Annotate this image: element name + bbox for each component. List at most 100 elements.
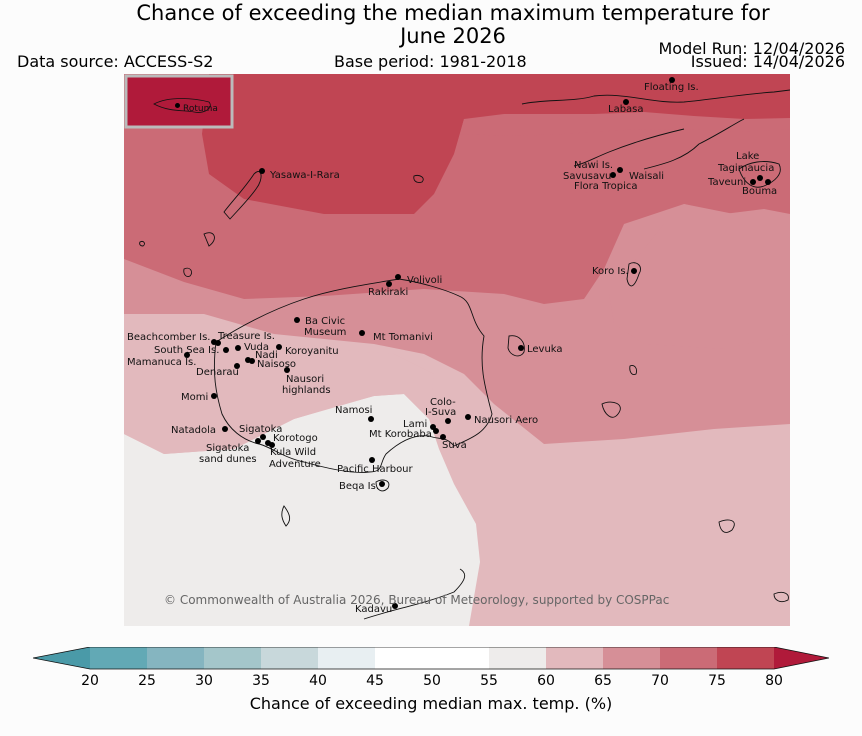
- islet-5: [183, 267, 193, 277]
- colorbar-bin-50-55: [432, 647, 489, 669]
- band-75-80-inner: [460, 112, 790, 136]
- koroyanitu-label: Koroyanitu: [285, 346, 339, 357]
- labasa-dot: [623, 99, 629, 105]
- colorbar-bin-40-45: [318, 647, 375, 669]
- levuka-label: Levuka: [527, 344, 563, 355]
- nausori-aero-label: Nausori Aero: [474, 415, 539, 426]
- colorbar-bin-25-30: [147, 647, 204, 669]
- pacific-harbour-dot: [369, 457, 375, 463]
- colorbar-bin-55-60: [489, 647, 546, 669]
- colorbar-tick: 80: [765, 673, 783, 689]
- kadavu-coast: [363, 568, 466, 620]
- taveuni-label: Taveuni: [708, 177, 747, 188]
- kula-label-1: Kula Wild: [270, 447, 317, 458]
- base-period: Base period: 1981-2018: [334, 52, 527, 71]
- rotuma-dot: [175, 103, 180, 108]
- beachcomber-label: Beachcomber Is.: [127, 332, 211, 343]
- vuda-dot: [235, 345, 241, 351]
- namosi-label: Namosi: [335, 405, 373, 416]
- colorbar-tick: 75: [708, 673, 726, 689]
- rotuma-inset: [124, 74, 234, 129]
- momi-label: Momi: [181, 392, 209, 403]
- ba-civic-label-1: Ba Civic: [305, 316, 346, 327]
- band-75-80-north: [202, 74, 790, 214]
- yasawa-dot: [259, 168, 265, 174]
- kula-label-2: Adventure: [269, 459, 321, 470]
- colorbar-tick: 45: [366, 673, 384, 689]
- lake-label: Lake: [736, 151, 760, 162]
- koroyanitu-dot: [276, 344, 282, 350]
- sigatoka-dot: [260, 434, 266, 440]
- colorbar-label: Chance of exceeding median max. temp. (%…: [249, 694, 613, 713]
- colorbar-extend-high: [774, 647, 829, 669]
- band-65-70-east: [609, 204, 790, 349]
- taveuni-dot: [750, 179, 756, 185]
- sigatoka-dunes-label-2: sand dunes: [199, 454, 257, 465]
- natadola-label: Natadola: [171, 425, 217, 436]
- yasawa-coast: [203, 171, 262, 247]
- nawi-label: Nawi Is.: [574, 160, 614, 171]
- islet-3: [718, 519, 735, 533]
- title-line-2: June 2026: [400, 24, 506, 48]
- islet-4: [773, 591, 789, 603]
- volivoli-dot: [395, 274, 401, 280]
- taveuni-coast: [738, 161, 781, 188]
- colorbar-tick: 55: [480, 673, 498, 689]
- labasa-label: Labasa: [608, 104, 644, 115]
- denarau-dot: [234, 363, 240, 369]
- treasure-dot: [215, 340, 221, 346]
- korotogo-label: Korotogo: [273, 433, 318, 444]
- ovalau-coast: [507, 335, 525, 357]
- momi-dot: [211, 393, 217, 399]
- colo-label-1: Colo-: [430, 397, 456, 408]
- sigatoka-label: Sigatoka: [239, 424, 283, 435]
- colorbar-tick: 40: [309, 673, 327, 689]
- kadavu-dot: [392, 603, 398, 609]
- lami-label: Lami: [403, 419, 428, 430]
- volivoli-label: Volivoli: [407, 275, 443, 286]
- tagimaucia-dot: [757, 175, 763, 181]
- mt-korobaba-dot: [433, 428, 439, 434]
- koro-dot: [631, 268, 637, 274]
- colorbar-tick: 65: [594, 673, 612, 689]
- colorbar-tick: 30: [195, 673, 213, 689]
- savusavu-dot: [610, 172, 616, 178]
- waisali-label: Waisali: [629, 171, 665, 182]
- colorbar-extend-low: [33, 647, 90, 669]
- naisoso-label: Naisoso: [257, 359, 297, 370]
- colorbar-bin-35-40: [261, 647, 318, 669]
- islet-8: [139, 241, 145, 247]
- southsea-dot: [223, 347, 229, 353]
- colorbar-bin-30-35: [204, 647, 261, 669]
- islet-6: [413, 175, 424, 183]
- tagimaucia-label: Tagimaucia: [718, 163, 775, 174]
- sigatoka-dunes-label-1: Sigatoka: [206, 443, 250, 454]
- koro-label: Koro Is.: [592, 266, 629, 277]
- model-run: Model Run: 12/04/2026: [658, 39, 846, 58]
- colorbar-bin-45-50: [375, 647, 432, 669]
- mamanuca-label: Mamanuca Is.: [127, 357, 197, 368]
- bouma-dot: [765, 179, 771, 185]
- rakiraki-label: Rakiraki: [368, 287, 409, 298]
- kadavu-label: Kadavu: [355, 604, 393, 615]
- treasure-label: Treasure Is.: [218, 331, 275, 342]
- bouma-label: Bouma: [742, 186, 778, 197]
- colo-dot: [445, 418, 451, 424]
- band-55-60: [124, 394, 480, 626]
- chart-title: Chance of exceeding the median maximum t…: [0, 2, 862, 48]
- mamanuca-dot: [184, 352, 190, 358]
- mt-tomanivi-label: Mt Tomanivi: [373, 332, 433, 343]
- colorbar-bin-60-65: [546, 647, 603, 669]
- nawi-dot: [617, 167, 623, 173]
- rakiraki-dot: [386, 281, 392, 287]
- namosi-dot: [368, 416, 374, 422]
- floating-label: Floating Is.: [644, 82, 699, 93]
- yasawa-label: Yasawa-I-Rara: [270, 170, 340, 181]
- beachcomber-dot: [211, 339, 217, 345]
- nausori-highlands-dot: [284, 367, 290, 373]
- suva-dot: [440, 434, 446, 440]
- beqa-coast: [375, 479, 390, 492]
- islet-7: [629, 365, 637, 375]
- pacific-harbour-label: Pacific Harbour: [337, 464, 413, 475]
- flora-label: Flora Tropica: [574, 181, 638, 192]
